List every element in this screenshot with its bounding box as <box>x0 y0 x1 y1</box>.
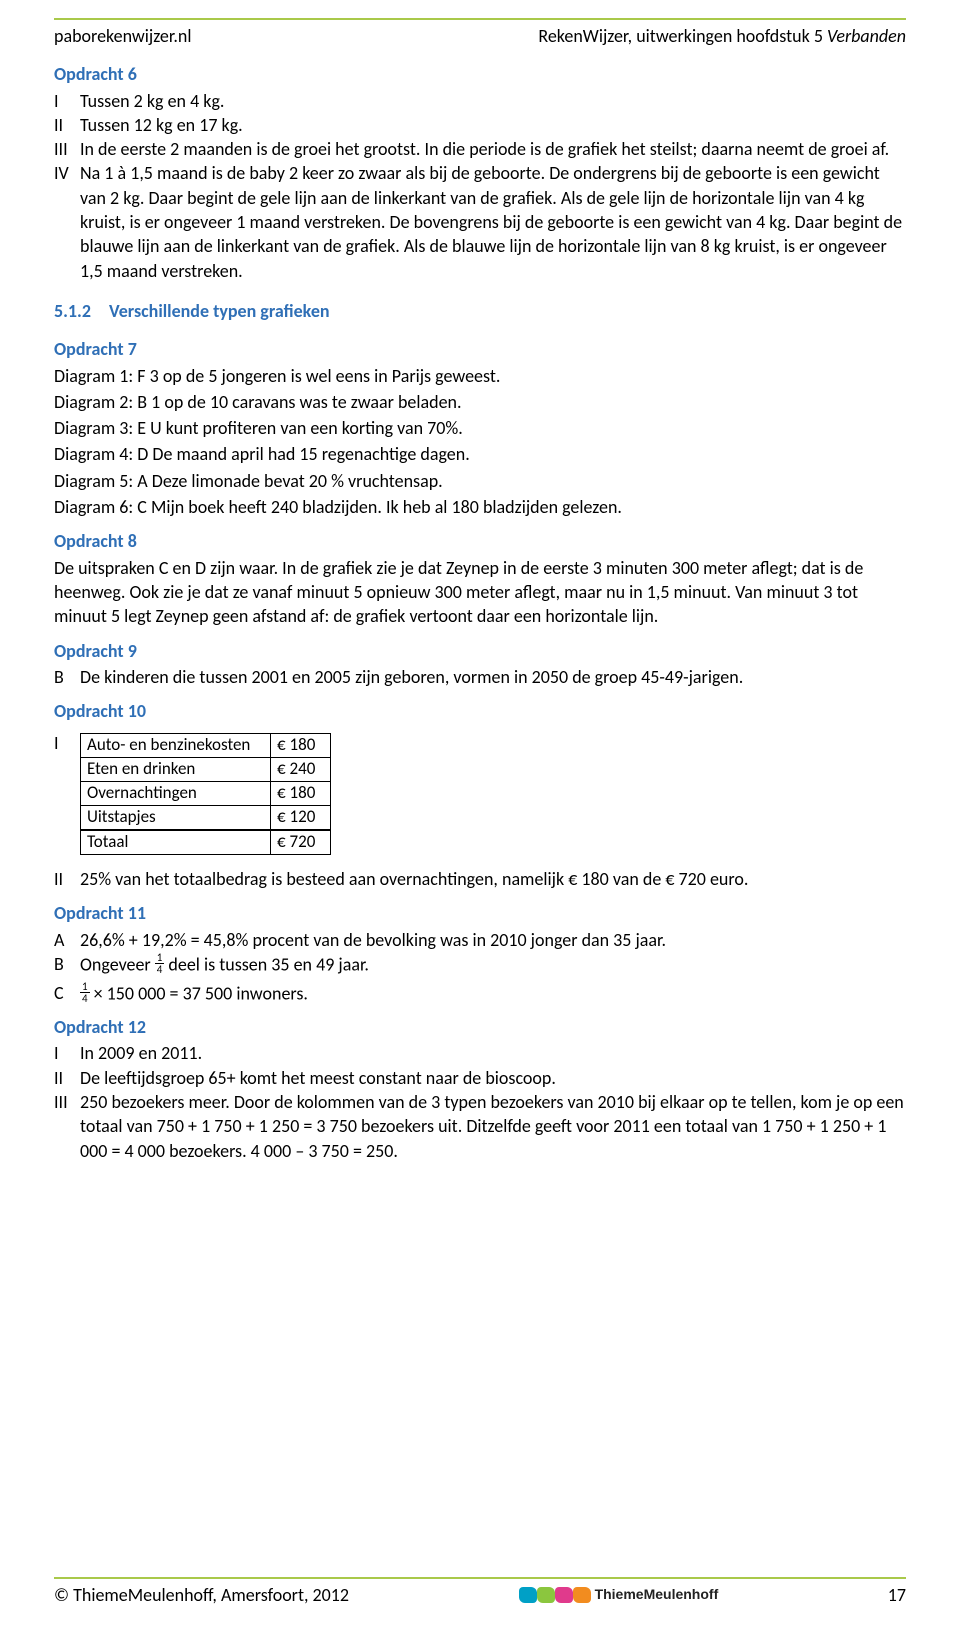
section-5-1-2: 5.1.2 Verschillende typen grafieken <box>54 299 906 323</box>
cell-r3v: € 180 <box>271 782 331 806</box>
opdracht-7-title: Opdracht 7 <box>54 337 906 361</box>
cell-r5l: Totaal <box>81 830 271 854</box>
marker-a-11: A <box>54 928 80 952</box>
footer-copyright: © ThiemeMeulenhoff, Amersfoort, 2012 <box>54 1583 349 1607</box>
marker-i-12: I <box>54 1041 80 1065</box>
op7-d4: Diagram 4: D De maand april had 15 regen… <box>54 442 906 466</box>
op6-iii: In de eerste 2 maanden is de groei het g… <box>80 137 906 161</box>
logo-blobs-icon <box>519 1587 591 1603</box>
top-rule <box>54 18 906 20</box>
publisher-logo: ThiemeMeulenhoff <box>519 1585 719 1604</box>
cell-r4v: € 120 <box>271 806 331 830</box>
op11-b-post: deel is tussen 35 en 49 jaar. <box>164 953 369 975</box>
cell-r2l: Eten en drinken <box>81 758 271 782</box>
marker-i: I <box>54 89 80 113</box>
op12-iii: 250 bezoekers meer. Door de kolommen van… <box>80 1090 906 1163</box>
op6-ii: Tussen 12 kg en 17 kg. <box>80 113 906 137</box>
page-number: 17 <box>888 1583 906 1607</box>
page-footer: © ThiemeMeulenhoff, Amersfoort, 2012 Thi… <box>54 1569 906 1607</box>
marker-iv: IV <box>54 161 80 282</box>
op11-b: Ongeveer 14 deel is tussen 35 en 49 jaar… <box>80 952 906 977</box>
op7-d5: Diagram 5: A Deze limonade bevat 20 % vr… <box>54 469 906 493</box>
opdracht-12-title: Opdracht 12 <box>54 1015 906 1039</box>
table-row: Uitstapjes€ 120 <box>81 806 331 830</box>
op7-d1: Diagram 1: F 3 op de 5 jongeren is wel e… <box>54 364 906 388</box>
marker-ii-10: II <box>54 867 80 891</box>
cell-r3l: Overnachtingen <box>81 782 271 806</box>
fraction-1-4-icon: 14 <box>80 981 90 1004</box>
op11-c-post: × 150 000 = 37 500 inwoners. <box>90 982 308 1004</box>
marker-iii-12: III <box>54 1090 80 1163</box>
header-right: RekenWijzer, uitwerkingen hoofdstuk 5 Ve… <box>538 24 906 48</box>
marker-ii-12: II <box>54 1066 80 1090</box>
op6-i: Tussen 2 kg en 4 kg. <box>80 89 906 113</box>
opdracht-12-body: IIn 2009 en 2011. IIDe leeftijdsgroep 65… <box>54 1041 906 1162</box>
opdracht-7-body: Diagram 1: F 3 op de 5 jongeren is wel e… <box>54 364 906 520</box>
op7-d6: Diagram 6: C Mijn boek heeft 240 bladzij… <box>54 495 906 519</box>
marker-ii: II <box>54 113 80 137</box>
op10-ii: 25% van het totaalbedrag is besteed aan … <box>80 867 906 891</box>
op7-d3: Diagram 3: E U kunt profiteren van een k… <box>54 416 906 440</box>
cost-table: Auto- en benzinekosten€ 180 Eten en drin… <box>80 733 331 855</box>
marker-c-11: C <box>54 981 80 1006</box>
header-right-plain: RekenWijzer, uitwerkingen hoofdstuk 5 <box>538 25 827 47</box>
op6-iv: Na 1 à 1,5 maand is de baby 2 keer zo zw… <box>80 161 906 282</box>
op9-b: De kinderen die tussen 2001 en 2005 zijn… <box>80 665 906 689</box>
op11-a: 26,6% + 19,2% = 45,8% procent van de bev… <box>80 928 906 952</box>
header-right-italic: Verbanden <box>827 25 906 47</box>
opdracht-11-title: Opdracht 11 <box>54 901 906 925</box>
fraction-1-4-icon: 14 <box>155 952 165 975</box>
cell-r5v: € 720 <box>271 830 331 854</box>
table-row-total: Totaal€ 720 <box>81 830 331 854</box>
logo-text: ThiemeMeulenhoff <box>595 1585 719 1604</box>
op10-ii-row: II25% van het totaalbedrag is besteed aa… <box>54 867 906 891</box>
op11-b-pre: Ongeveer <box>80 953 155 975</box>
header-left: paborekenwijzer.nl <box>54 24 191 48</box>
opdracht-8-title: Opdracht 8 <box>54 529 906 553</box>
table-row: Eten en drinken€ 240 <box>81 758 331 782</box>
op8-text: De uitspraken C en D zijn waar. In de gr… <box>54 556 906 629</box>
opdracht-10-title: Opdracht 10 <box>54 699 906 723</box>
op10-i-row: I Auto- en benzinekosten€ 180 Eten en dr… <box>54 731 906 855</box>
opdracht-6-title: Opdracht 6 <box>54 62 906 86</box>
cell-r2v: € 240 <box>271 758 331 782</box>
opdracht-6-body: ITussen 2 kg en 4 kg. IITussen 12 kg en … <box>54 89 906 283</box>
cell-r1v: € 180 <box>271 734 331 758</box>
marker-i-10: I <box>54 731 80 855</box>
marker-b: B <box>54 665 80 689</box>
page: paborekenwijzer.nl RekenWijzer, uitwerki… <box>0 0 960 1629</box>
table-row: Auto- en benzinekosten€ 180 <box>81 734 331 758</box>
cell-r4l: Uitstapjes <box>81 806 271 830</box>
op7-d2: Diagram 2: B 1 op de 10 caravans was te … <box>54 390 906 414</box>
marker-b-11: B <box>54 952 80 977</box>
table-row: Overnachtingen€ 180 <box>81 782 331 806</box>
op12-ii: De leeftijdsgroep 65+ komt het meest con… <box>80 1066 906 1090</box>
opdracht-11-body: A26,6% + 19,2% = 45,8% procent van de be… <box>54 928 906 1005</box>
op12-i: In 2009 en 2011. <box>80 1041 906 1065</box>
marker-iii: III <box>54 137 80 161</box>
cell-r1l: Auto- en benzinekosten <box>81 734 271 758</box>
running-header: paborekenwijzer.nl RekenWijzer, uitwerki… <box>54 24 906 48</box>
opdracht-9-title: Opdracht 9 <box>54 639 906 663</box>
opdracht-9-body: BDe kinderen die tussen 2001 en 2005 zij… <box>54 665 906 689</box>
op11-c: 14 × 150 000 = 37 500 inwoners. <box>80 981 906 1006</box>
